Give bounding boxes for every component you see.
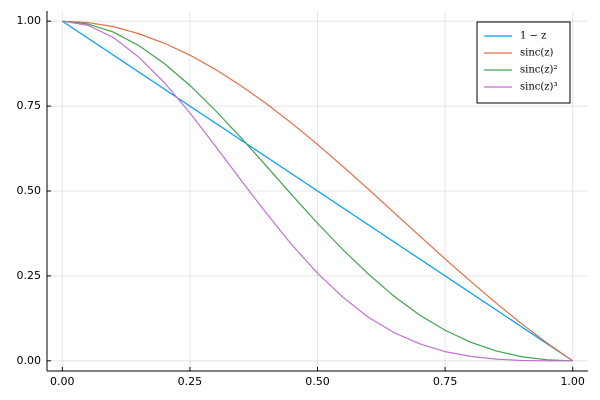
x-tick-label: 0.00 — [50, 375, 75, 388]
series-line — [62, 20, 574, 362]
y-tick-label: 0.75 — [17, 99, 42, 112]
y-tick-label: 0.50 — [17, 184, 42, 197]
legend-label: sinc(z) — [520, 48, 554, 59]
x-tick-label: 1.00 — [560, 375, 585, 388]
x-tick-label: 0.50 — [305, 375, 330, 388]
y-tick-label: 1.00 — [17, 14, 42, 27]
series-line — [61, 20, 574, 362]
series-line — [62, 20, 573, 362]
legend-label: 1 − z — [520, 31, 546, 42]
x-tick-label: 0.75 — [433, 375, 458, 388]
x-tick-label: 0.25 — [178, 375, 203, 388]
y-tick-label: 0.25 — [17, 269, 42, 282]
legend-label: sinc(z)³ — [520, 82, 557, 93]
y-tick-label: 0.00 — [17, 354, 42, 367]
series-line — [62, 20, 573, 362]
legend-label: sinc(z)² — [520, 65, 557, 76]
